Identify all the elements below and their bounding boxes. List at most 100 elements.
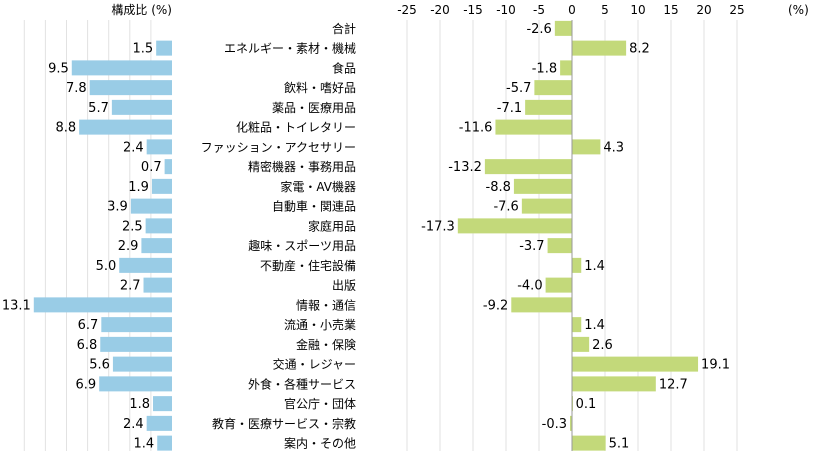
right-tick-label: -20 bbox=[430, 3, 450, 17]
left-bar-label: 7.8 bbox=[66, 81, 87, 96]
right-bar bbox=[511, 297, 572, 313]
right-bar bbox=[572, 257, 582, 273]
category-labels: 合計エネルギー・素材・機械食品飲料・嗜好品薬品・医療用品化粧品・トイレタリーファ… bbox=[201, 21, 356, 451]
left-bar-label: 5.7 bbox=[88, 101, 109, 116]
right-bar-label: 12.7 bbox=[659, 377, 688, 392]
right-tick-label: 25 bbox=[729, 3, 744, 17]
category-label: 案内・その他 bbox=[284, 436, 356, 451]
left-bar bbox=[156, 40, 172, 56]
left-bar bbox=[101, 317, 172, 333]
left-bar bbox=[164, 159, 172, 175]
left-bar-label: 1.4 bbox=[134, 437, 155, 451]
right-bar bbox=[572, 336, 590, 352]
right-axis-ticks: -25 -20 -15 -10 -5 0 5 10 15 20 25 bbox=[397, 3, 744, 17]
right-tick-label: 0 bbox=[568, 3, 576, 17]
right-bar-label: 8.2 bbox=[629, 42, 650, 57]
right-bar bbox=[572, 139, 601, 155]
right-bar-label: -4.0 bbox=[517, 279, 542, 294]
right-bar-label: -9.2 bbox=[483, 298, 508, 313]
left-bar-label: 3.9 bbox=[107, 200, 128, 215]
left-bar bbox=[99, 376, 172, 392]
left-bar bbox=[112, 356, 172, 372]
category-label: エネルギー・素材・機械 bbox=[224, 41, 356, 56]
right-bar-label: -11.6 bbox=[459, 121, 493, 136]
right-tick-label: 15 bbox=[663, 3, 678, 17]
left-bar bbox=[143, 277, 172, 293]
category-label: 金融・保険 bbox=[296, 337, 356, 352]
right-bar bbox=[572, 435, 606, 451]
right-bar bbox=[560, 60, 572, 76]
left-bar-label: 2.4 bbox=[123, 417, 144, 432]
right-bar-label: 1.4 bbox=[584, 318, 605, 333]
right-bar bbox=[534, 80, 572, 96]
right-tick-label: 10 bbox=[630, 3, 645, 17]
left-bars: 1.5 9.5 7.85.7 8.8 2.4 0.7 1.93.9 2.5 2.95.02.7 1… bbox=[2, 40, 172, 451]
right-bar-label: 19.1 bbox=[701, 358, 730, 373]
category-label: 流通・小売業 bbox=[284, 317, 356, 332]
category-label: 家電・AV機器 bbox=[280, 179, 356, 194]
right-bar-label: -2.6 bbox=[526, 22, 551, 37]
right-tick-label: -25 bbox=[397, 3, 417, 17]
right-bar-label: -8.8 bbox=[486, 180, 511, 195]
left-bar bbox=[71, 60, 172, 76]
category-label: ファッション・アクセサリー bbox=[201, 140, 356, 154]
left-bar-label: 6.8 bbox=[77, 338, 98, 353]
category-label: 情報・通信 bbox=[296, 298, 356, 312]
category-label: 外食・各種サービス bbox=[248, 376, 356, 391]
category-label: 精密機器・事務用品 bbox=[248, 159, 356, 174]
left-bar bbox=[111, 99, 172, 115]
right-bar-label: -3.7 bbox=[519, 239, 544, 254]
right-bar-label: -7.6 bbox=[493, 200, 518, 215]
right-bar-label: 2.6 bbox=[592, 338, 613, 353]
left-axis-title: 構成比 (%) bbox=[111, 3, 172, 17]
left-bar-label: 9.5 bbox=[48, 61, 69, 76]
left-bar bbox=[146, 139, 172, 155]
left-bar bbox=[119, 257, 172, 273]
right-bar bbox=[572, 356, 699, 372]
left-bar-label: 2.7 bbox=[120, 279, 141, 294]
right-bars: -2.6 8.2 -1.8-5.7 -7.1 -11.6 4.3 -13.2 -8.8 -7.6… bbox=[421, 20, 730, 451]
left-bar bbox=[153, 396, 172, 412]
left-bar-label: 1.9 bbox=[128, 180, 149, 195]
right-tick-label: -10 bbox=[496, 3, 516, 17]
right-bar bbox=[521, 198, 572, 214]
right-tick-label: 5 bbox=[601, 3, 609, 17]
right-bar bbox=[525, 99, 572, 115]
category-label: 趣味・スポーツ用品 bbox=[248, 238, 356, 253]
left-bar bbox=[130, 198, 172, 214]
left-bar bbox=[145, 218, 172, 234]
category-label: 不動産・住宅設備 bbox=[260, 258, 356, 273]
category-label: 出版 bbox=[332, 279, 356, 293]
category-label: 化粧品・トイレタリー bbox=[236, 121, 356, 135]
category-label: 自動車・関連品 bbox=[272, 200, 356, 214]
right-bar bbox=[572, 376, 656, 392]
category-label: 官公庁・団体 bbox=[284, 396, 356, 411]
left-bar-label: 5.0 bbox=[96, 259, 117, 274]
right-bar-label: 1.4 bbox=[584, 259, 605, 274]
right-bar-label: -13.2 bbox=[448, 160, 482, 175]
left-bar-label: 2.9 bbox=[118, 239, 139, 254]
left-bar-label: 0.7 bbox=[141, 160, 162, 175]
category-label: 合計 bbox=[332, 21, 356, 36]
right-bar-label: -7.1 bbox=[497, 101, 522, 116]
category-label: 食品 bbox=[332, 60, 356, 75]
left-bar bbox=[141, 238, 172, 254]
right-axis-unit: (%) bbox=[788, 3, 809, 17]
right-tick-label: 20 bbox=[696, 3, 711, 17]
right-bar bbox=[545, 277, 572, 293]
left-bar bbox=[89, 80, 172, 96]
right-bar-label: 4.3 bbox=[603, 140, 624, 155]
left-bar-label: 6.9 bbox=[76, 377, 97, 392]
right-bar bbox=[572, 317, 582, 333]
right-bar-label: -0.3 bbox=[542, 417, 567, 432]
category-label: 家庭用品 bbox=[308, 218, 356, 233]
right-bar-label: -5.7 bbox=[506, 81, 531, 96]
right-bar bbox=[513, 178, 572, 194]
right-bar-label: -17.3 bbox=[421, 219, 455, 234]
right-bar-label: -1.8 bbox=[532, 61, 557, 76]
right-bar bbox=[484, 159, 572, 175]
left-bar bbox=[33, 297, 172, 313]
left-bar-label: 13.1 bbox=[2, 298, 31, 313]
left-bar bbox=[146, 415, 172, 431]
